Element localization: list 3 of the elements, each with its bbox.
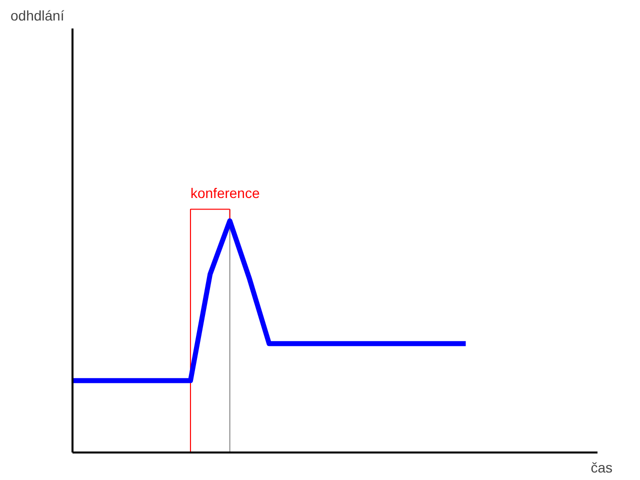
text: konference <box>190 185 260 202</box>
text: odhdlání <box>10 8 64 24</box>
x-axis-title: čas <box>590 460 613 476</box>
